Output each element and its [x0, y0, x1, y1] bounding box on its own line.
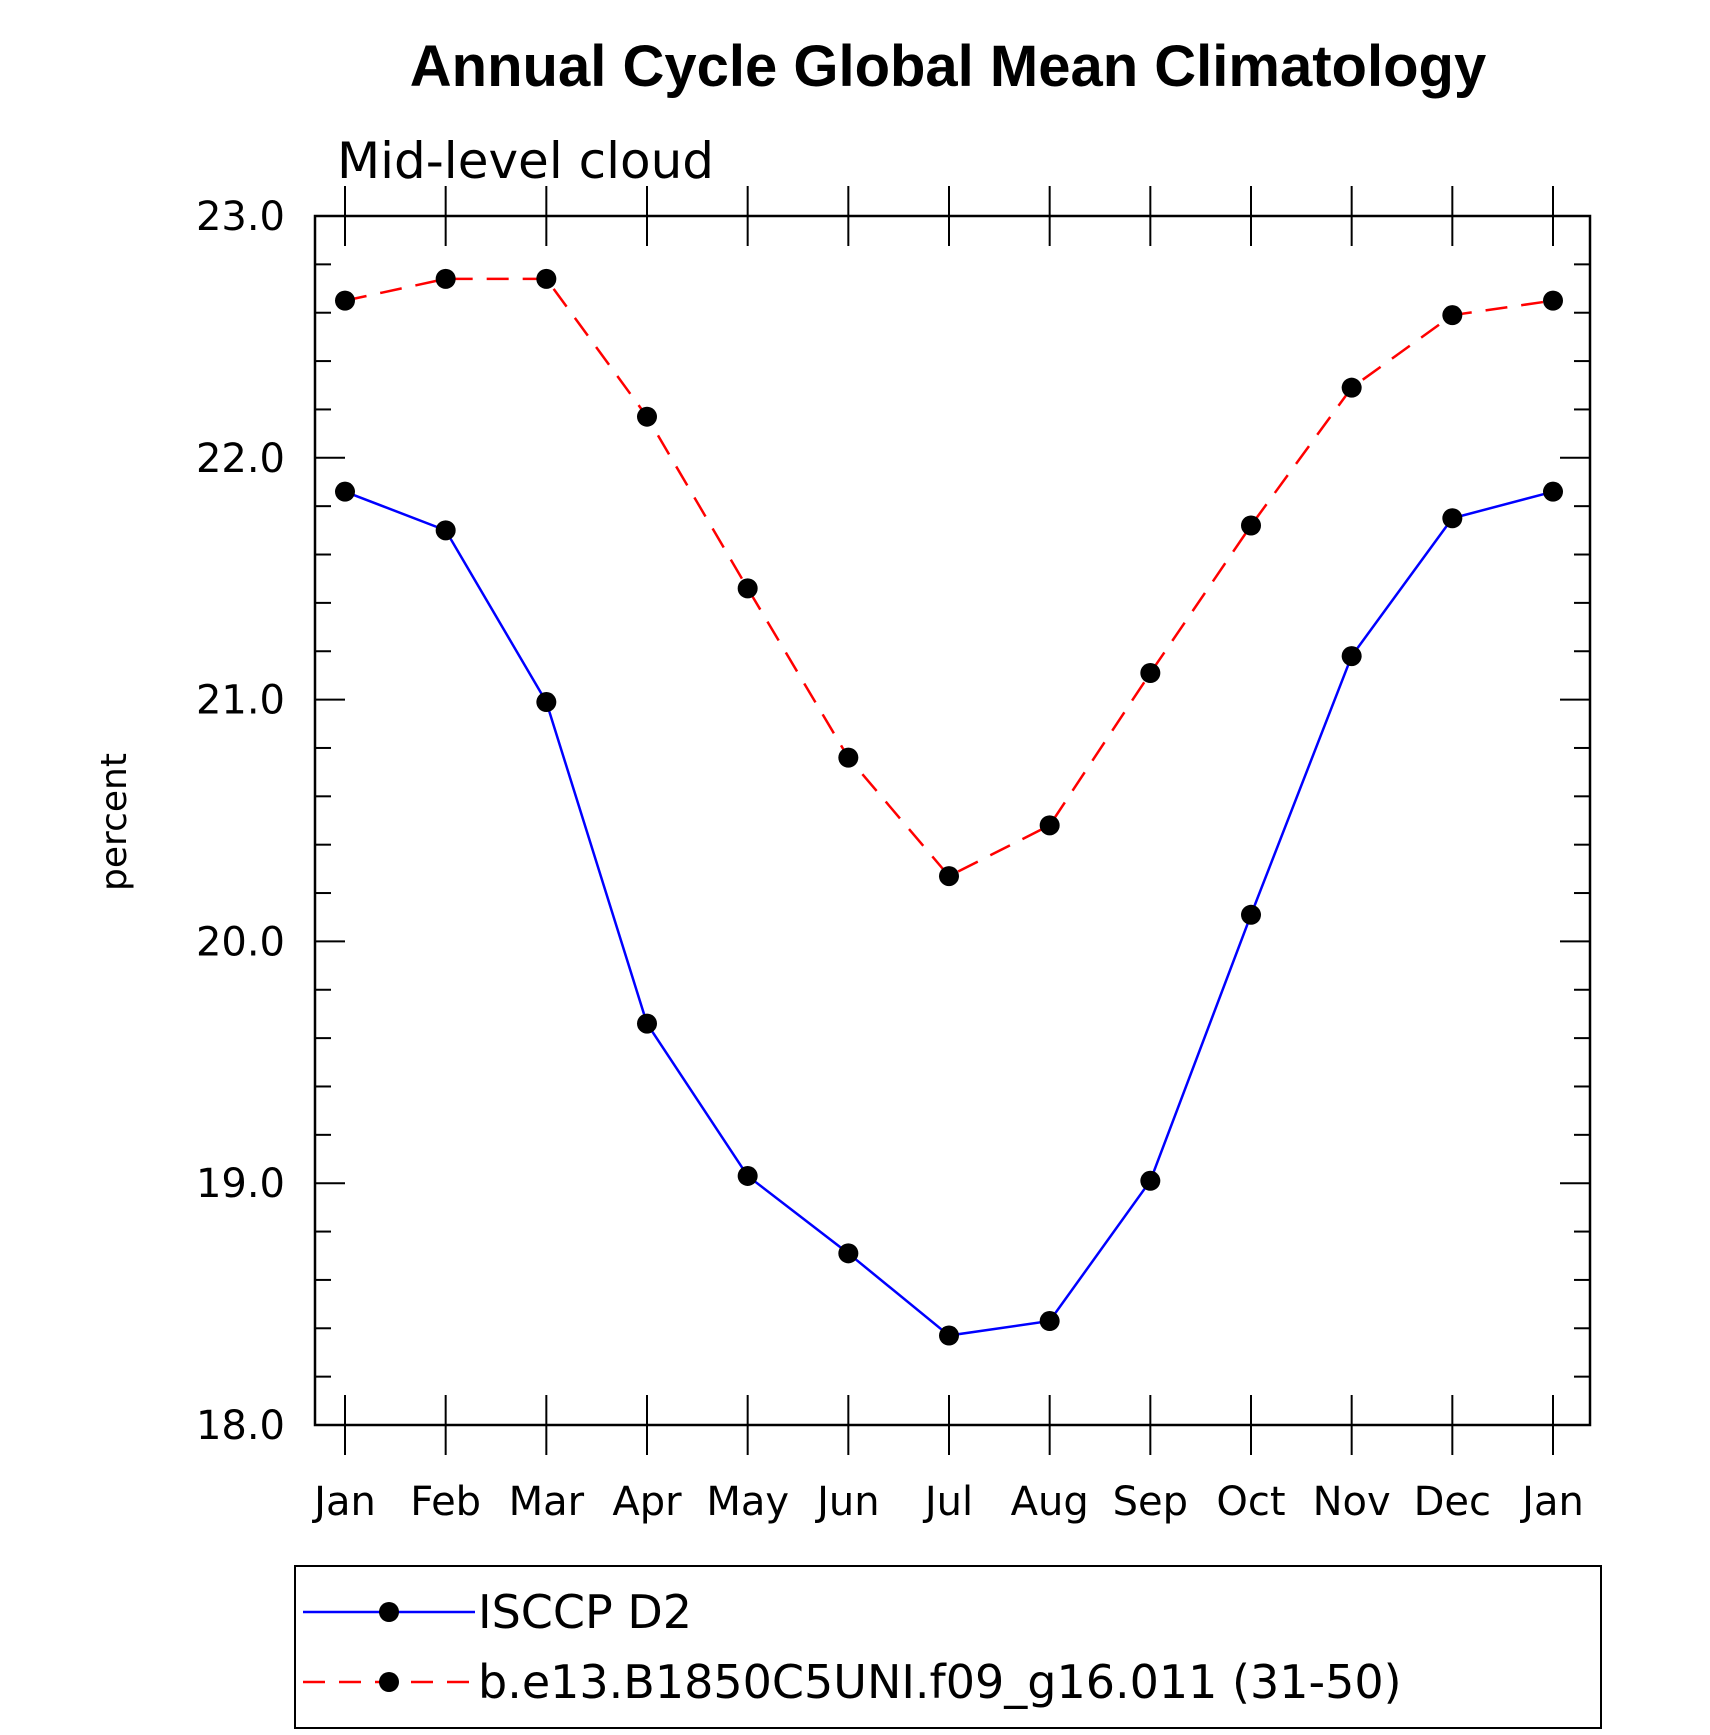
x-tick-label: Mar [509, 1479, 585, 1525]
series-layer [335, 268, 1563, 1346]
x-tick-label: Nov [1313, 1479, 1391, 1525]
x-tick-label: Jun [814, 1479, 880, 1525]
data-point [737, 578, 758, 599]
data-point [939, 866, 959, 887]
data-point [1140, 663, 1161, 684]
series-line-1 [344, 277, 1554, 878]
x-tick-label: Sep [1113, 1479, 1188, 1525]
data-point [1140, 1170, 1161, 1191]
y-tick-label: 21.0 [196, 678, 285, 724]
x-tick-label: Oct [1216, 1479, 1285, 1525]
y-tick-label: 20.0 [196, 919, 285, 965]
data-point [1442, 305, 1463, 326]
data-point [637, 1013, 657, 1034]
legend-box [294, 1565, 1602, 1729]
x-axis-ticks: Jan Feb Mar Apr May Jun Jul Aug Sep Oct Nov Dec Jan [311, 186, 1584, 1525]
legend-marker [379, 1672, 399, 1692]
data-point [1039, 815, 1060, 836]
y-axis-ticks: 18.0 19.0 20.0 21.0 22.0 23.0 [196, 194, 1590, 1449]
x-tick-label: Aug [1011, 1479, 1089, 1525]
x-tick-label: Feb [410, 1479, 481, 1525]
data-point [737, 1165, 758, 1186]
x-tick-label: May [706, 1479, 789, 1525]
data-point [637, 406, 657, 427]
data-point [335, 290, 355, 311]
x-tick-label: Jan [311, 1479, 376, 1525]
data-point [1543, 290, 1563, 311]
legend-label: ISCCP D2 [478, 1585, 692, 1639]
y-tick-label: 23.0 [196, 194, 285, 240]
data-point [1442, 508, 1463, 529]
x-tick-label: Dec [1414, 1479, 1491, 1525]
data-point [536, 268, 557, 289]
data-point [1341, 646, 1362, 667]
data-point [335, 481, 355, 502]
data-point [838, 1243, 859, 1264]
y-tick-label: 19.0 [196, 1161, 285, 1207]
data-point [1241, 515, 1261, 536]
data-point [838, 747, 859, 768]
y-axis-label: percent [94, 753, 135, 891]
plot-frame [313, 214, 1592, 1427]
y-tick-label: 22.0 [196, 436, 285, 482]
data-point [1543, 481, 1563, 502]
plot-border [313, 214, 1592, 1427]
data-point [1341, 377, 1362, 398]
y-tick-label: 18.0 [196, 1403, 285, 1449]
legend-label: b.e13.B1850C5UNI.f09_g16.011 (31-50) [478, 1655, 1402, 1709]
legend-marker [379, 1602, 399, 1622]
data-point [1241, 904, 1261, 925]
data-point [939, 1325, 959, 1346]
data-point [435, 268, 456, 289]
data-point [435, 520, 456, 541]
data-point [536, 692, 557, 713]
data-point [1039, 1311, 1060, 1332]
x-tick-label: Jan [1519, 1479, 1584, 1525]
legend: ISCCP D2 b.e13.B1850C5UNI.f09_g16.011 (31… [294, 1565, 1602, 1729]
chart-title: Annual Cycle Global Mean Climatology [410, 34, 1486, 99]
chart-subtitle: Mid-level cloud [337, 132, 714, 190]
x-tick-label: Jul [922, 1479, 973, 1525]
series-line-0 [344, 490, 1554, 1337]
x-tick-label: Apr [612, 1479, 682, 1525]
